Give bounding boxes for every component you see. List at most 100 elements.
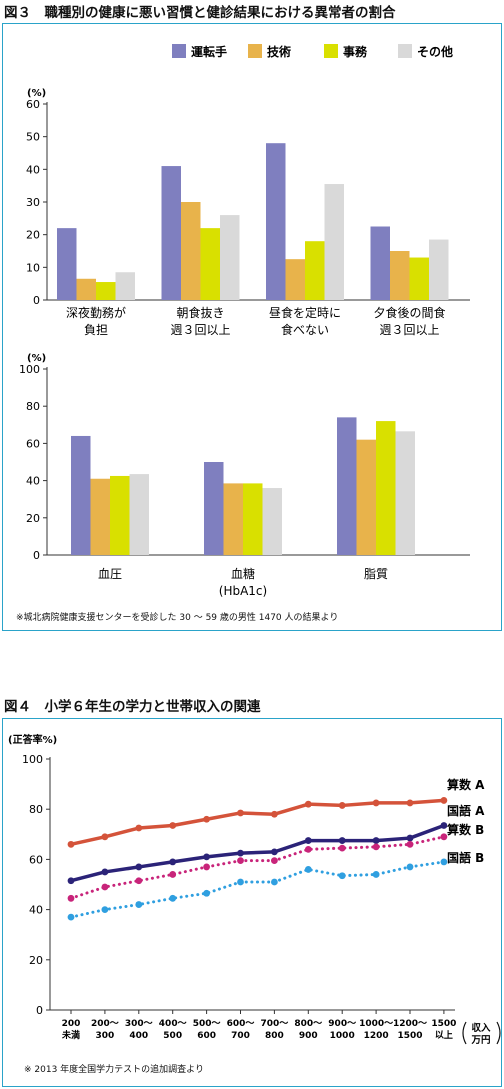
category-label: 深夜勤務が — [66, 305, 126, 320]
data-point — [237, 878, 244, 886]
bar — [71, 435, 91, 555]
x-tick-label: 900～ — [328, 1019, 356, 1029]
figure3-note: ※城北病院健康支援センターを受診した 30 ～ 59 歳の男性 1470 人の結… — [16, 613, 339, 623]
x-tick-label: 300 — [96, 1031, 115, 1041]
y-tick-label: 20 — [26, 512, 40, 525]
y-tick-label: 100 — [19, 363, 40, 376]
y-axis-unit: (%) — [27, 88, 46, 99]
bar — [337, 417, 357, 555]
series-line — [69, 860, 446, 919]
data-point — [406, 840, 414, 848]
data-point — [135, 824, 143, 832]
data-point — [440, 822, 448, 829]
bar — [243, 483, 263, 555]
category-label: 週３回以上 — [379, 323, 439, 337]
x-axis-unit: 万円 — [470, 1035, 490, 1046]
data-point — [203, 889, 211, 897]
y-tick-label: 0 — [33, 549, 40, 562]
data-point — [372, 843, 380, 851]
data-point — [271, 848, 278, 856]
data-point — [101, 883, 109, 891]
bar — [305, 241, 325, 300]
legend-swatch — [324, 44, 338, 58]
data-point — [440, 797, 448, 804]
data-point — [169, 894, 177, 902]
x-tick-label: 700 — [231, 1031, 250, 1041]
bar — [76, 278, 96, 300]
data-point — [101, 833, 109, 841]
x-tick-label: 800 — [265, 1031, 284, 1041]
category-label: 週３回以上 — [170, 323, 230, 337]
series-label: 国語 A — [447, 803, 485, 818]
bar — [200, 228, 220, 300]
y-tick-label: 60 — [26, 437, 40, 450]
data-point — [169, 858, 177, 866]
data-point — [338, 837, 346, 844]
bar — [395, 431, 415, 555]
data-point — [271, 810, 278, 818]
bar — [110, 475, 130, 555]
y-tick-label: 100 — [22, 753, 43, 766]
legend-label: その他 — [417, 44, 453, 59]
category-label: 血糖 — [231, 566, 255, 581]
data-point — [440, 833, 448, 841]
x-unit-paren-left — [462, 1021, 467, 1045]
x-tick-label: 200 — [62, 1019, 81, 1029]
figure3-title: 図３ 職種別の健康に悪い習慣と健診結果における異常者の割合 — [4, 5, 396, 21]
y-tick-label: 60 — [26, 98, 40, 111]
x-tick-label: 600～ — [227, 1019, 255, 1029]
category-label: 脂質 — [364, 566, 388, 581]
series-label: 国語 B — [447, 850, 484, 865]
data-point — [304, 845, 312, 853]
series-line — [70, 823, 445, 883]
series-line — [69, 835, 446, 900]
x-tick-label: 1000 — [330, 1031, 355, 1041]
data-point — [406, 799, 414, 807]
bar — [390, 251, 410, 300]
x-tick-label: 未満 — [61, 1029, 80, 1041]
data-point — [271, 857, 278, 865]
x-tick-label: 1200～ — [393, 1019, 427, 1029]
figure3-frame — [2, 23, 502, 631]
y-tick-label: 20 — [26, 229, 40, 242]
x-unit-paren-right — [496, 1021, 501, 1045]
bar — [161, 166, 181, 300]
x-tick-label: 1500 — [431, 1019, 456, 1029]
data-point — [67, 877, 75, 885]
series-label: 算数 A — [447, 777, 485, 792]
data-point — [203, 853, 211, 861]
legend-label: 技術 — [267, 44, 291, 59]
legend-label: 事務 — [343, 44, 368, 59]
category-label: 昼食を定時に — [269, 305, 341, 320]
y-tick-label: 80 — [29, 803, 43, 816]
y-tick-label: 40 — [29, 904, 43, 917]
category-label: (HbA1c) — [219, 584, 267, 598]
data-point — [406, 863, 414, 871]
x-tick-label: 1000～ — [359, 1019, 393, 1029]
data-point — [101, 868, 109, 876]
bar — [266, 143, 286, 300]
y-tick-label: 10 — [26, 261, 40, 274]
x-tick-label: 900 — [299, 1031, 318, 1041]
figure4-frame — [2, 718, 502, 1087]
data-point — [169, 822, 177, 829]
y-tick-label: 0 — [33, 294, 40, 307]
bar — [223, 483, 243, 555]
data-point — [372, 837, 380, 844]
x-tick-label: 700～ — [261, 1019, 289, 1029]
data-point — [67, 913, 75, 921]
bar — [324, 184, 344, 300]
data-point — [304, 837, 312, 844]
bar — [220, 215, 240, 300]
x-tick-label: 1500 — [397, 1031, 422, 1041]
bar — [90, 478, 110, 555]
figure4-note: ※ 2013 年度全国学力テストの追加調査より — [24, 1065, 204, 1075]
y-tick-label: 50 — [26, 131, 40, 144]
category-label: 食べない — [281, 322, 329, 337]
category-label: 夕食後の間食 — [373, 305, 445, 320]
x-tick-label: 以上 — [435, 1029, 453, 1041]
data-point — [304, 866, 312, 873]
y-tick-label: 80 — [26, 400, 40, 413]
bar — [429, 239, 449, 300]
data-point — [304, 800, 312, 808]
